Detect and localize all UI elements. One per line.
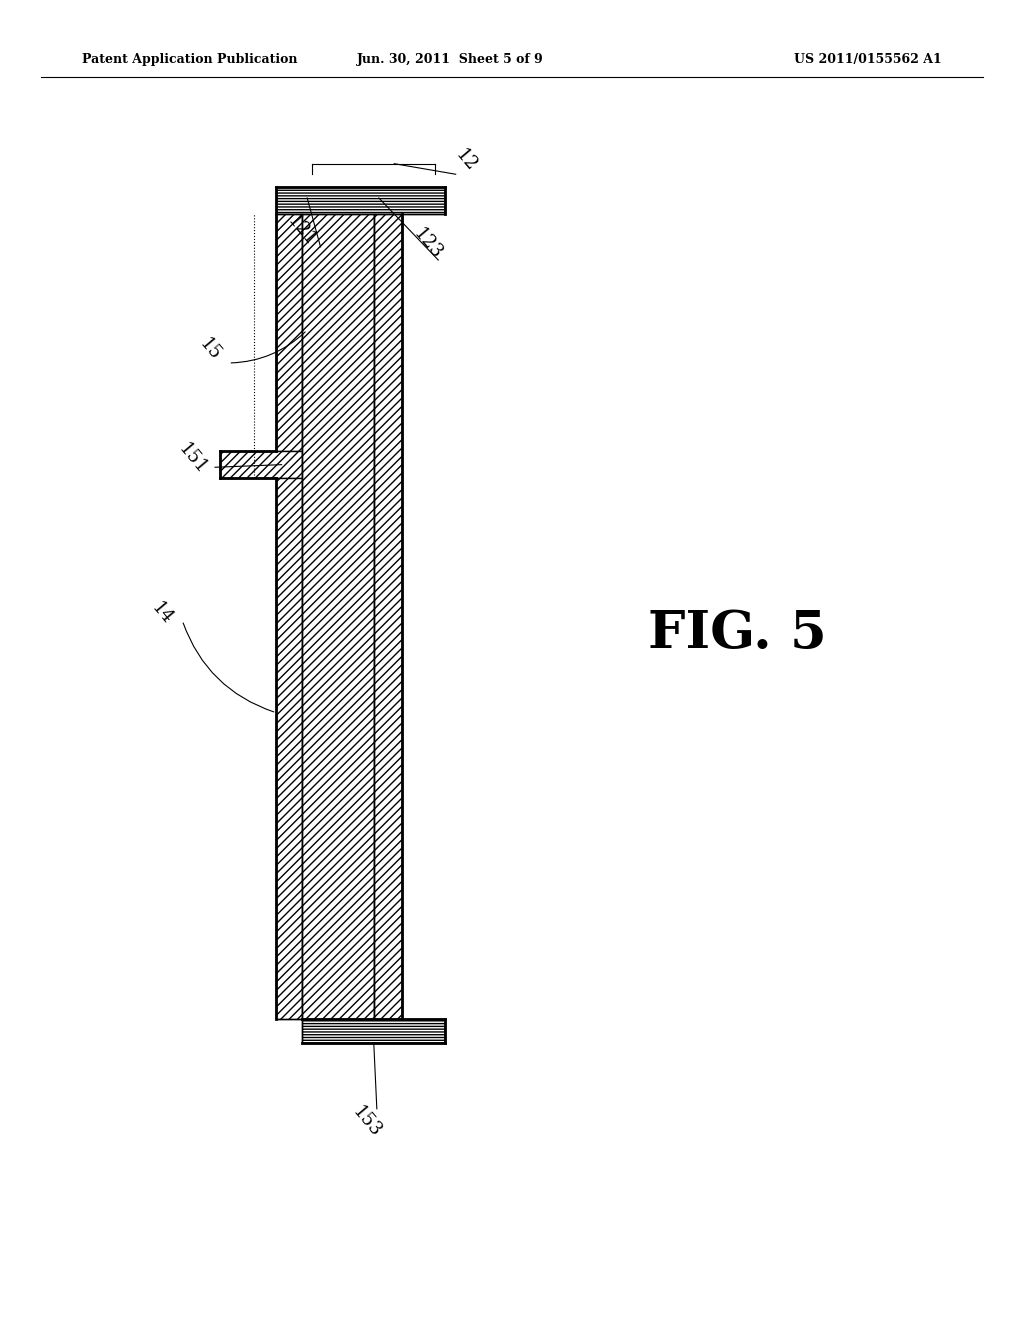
Bar bbox=[374, 214, 402, 1019]
Text: 14: 14 bbox=[147, 599, 176, 628]
Text: US 2011/0155562 A1: US 2011/0155562 A1 bbox=[795, 53, 942, 66]
Text: 151: 151 bbox=[174, 441, 211, 478]
Text: Jun. 30, 2011  Sheet 5 of 9: Jun. 30, 2011 Sheet 5 of 9 bbox=[357, 53, 544, 66]
Text: 15: 15 bbox=[196, 335, 224, 364]
Text: 12: 12 bbox=[452, 147, 480, 176]
Text: 153: 153 bbox=[348, 1104, 385, 1140]
Text: 121: 121 bbox=[284, 213, 321, 249]
Bar bbox=[302, 1019, 445, 1043]
Bar bbox=[276, 187, 445, 214]
Bar bbox=[302, 214, 374, 1019]
Text: FIG. 5: FIG. 5 bbox=[648, 609, 826, 659]
Text: Patent Application Publication: Patent Application Publication bbox=[82, 53, 297, 66]
Text: 123: 123 bbox=[410, 226, 446, 263]
Bar bbox=[276, 478, 302, 1019]
Bar bbox=[276, 214, 302, 451]
Bar bbox=[220, 451, 302, 478]
